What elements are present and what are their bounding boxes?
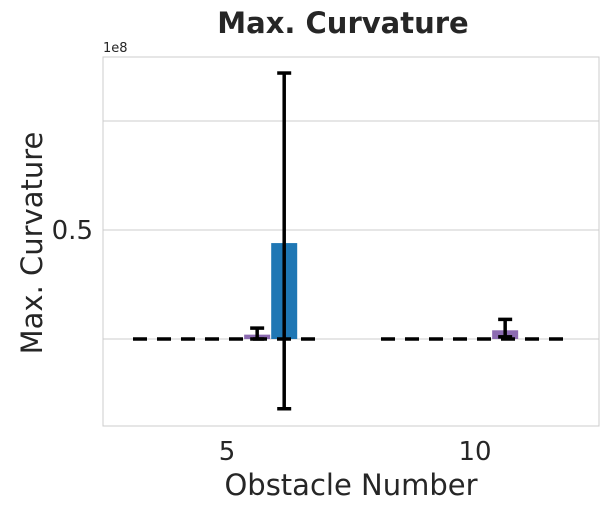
chart-title: Max. Curvature xyxy=(217,6,468,40)
y-offset-label: 1e8 xyxy=(103,41,128,56)
x-tick-label-10: 10 xyxy=(458,437,491,467)
x-axis-label: Obstacle Number xyxy=(224,468,477,502)
y-tick-label-0: 0.5 xyxy=(52,216,93,246)
error-bars xyxy=(250,71,513,411)
plot-area xyxy=(102,56,600,427)
x-ticks: 5 10 xyxy=(219,437,492,467)
y-ticks: 0.5 xyxy=(52,216,93,246)
y-axis-label: Max. Curvature xyxy=(15,132,49,355)
x-tick-label-5: 5 xyxy=(219,437,236,467)
